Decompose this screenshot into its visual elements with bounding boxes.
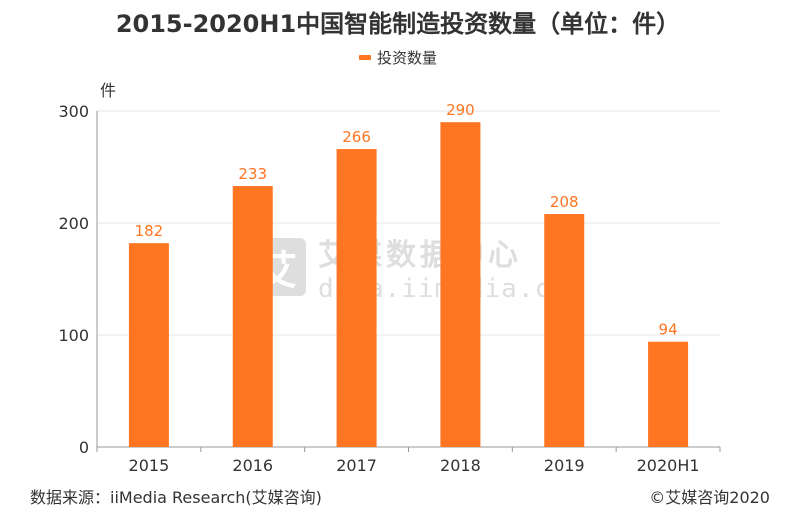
y-tick-label: 100 [58,326,89,345]
y-tick-label: 0 [79,438,89,457]
bar [648,341,689,447]
legend-label: 投资数量 [376,49,437,67]
legend: 投资数量 [0,47,796,68]
x-tick-label: 2015 [129,456,170,475]
x-tick-label: 2020H1 [637,456,700,475]
bar [232,186,273,448]
y-tick-label: 300 [58,102,89,121]
y-tick-label: 200 [58,214,89,233]
bar [440,122,481,447]
x-tick-label: 2019 [544,456,585,475]
data-label: 290 [446,101,475,119]
y-axis-unit-label: 件 [100,81,117,100]
x-tick-label: 2018 [440,456,481,475]
bar [128,243,169,447]
data-label: 208 [550,193,579,211]
data-label: 233 [238,165,267,183]
x-tick-label: 2016 [232,456,273,475]
bar [544,214,585,447]
bar [336,149,377,447]
data-source: 数据来源：iiMedia Research(艾媒咨询) [30,488,322,507]
data-label: 182 [135,222,164,240]
chart-title: 2015-2020H1中国智能制造投资数量（单位：件） [115,10,681,38]
data-label: 266 [342,128,371,146]
copyright: ©艾媒咨询2020 [649,488,770,507]
x-tick-label: 2017 [336,456,377,475]
data-label: 94 [659,321,678,339]
legend-swatch [358,55,371,60]
